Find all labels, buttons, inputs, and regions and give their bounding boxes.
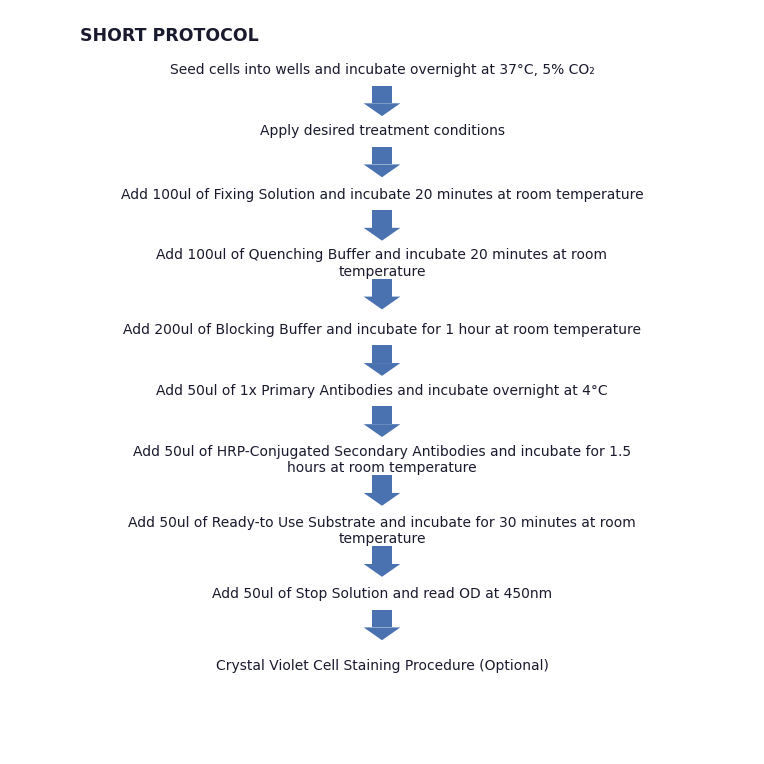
Polygon shape: [364, 296, 400, 309]
Polygon shape: [364, 103, 400, 116]
Text: Add 100ul of Fixing Solution and incubate 20 minutes at room temperature: Add 100ul of Fixing Solution and incubat…: [121, 188, 643, 202]
FancyBboxPatch shape: [372, 406, 392, 424]
FancyBboxPatch shape: [372, 475, 392, 493]
FancyBboxPatch shape: [372, 86, 392, 103]
Polygon shape: [364, 493, 400, 506]
Polygon shape: [364, 164, 400, 177]
Text: Add 100ul of Quenching Buffer and incubate 20 minutes at room
temperature: Add 100ul of Quenching Buffer and incuba…: [157, 248, 607, 279]
Polygon shape: [364, 627, 400, 640]
FancyBboxPatch shape: [372, 147, 392, 164]
Text: Add 50ul of Stop Solution and read OD at 450nm: Add 50ul of Stop Solution and read OD at…: [212, 588, 552, 601]
Text: Add 200ul of Blocking Buffer and incubate for 1 hour at room temperature: Add 200ul of Blocking Buffer and incubat…: [123, 323, 641, 337]
FancyBboxPatch shape: [372, 345, 392, 363]
FancyBboxPatch shape: [372, 546, 392, 564]
Text: Add 50ul of HRP-Conjugated Secondary Antibodies and incubate for 1.5
hours at ro: Add 50ul of HRP-Conjugated Secondary Ant…: [133, 445, 631, 475]
FancyBboxPatch shape: [372, 610, 392, 627]
Text: Apply desired treatment conditions: Apply desired treatment conditions: [260, 125, 504, 138]
FancyBboxPatch shape: [372, 210, 392, 228]
Text: Add 50ul of 1x Primary Antibodies and incubate overnight at 4°C: Add 50ul of 1x Primary Antibodies and in…: [156, 384, 608, 398]
Text: Crystal Violet Cell Staining Procedure (Optional): Crystal Violet Cell Staining Procedure (…: [215, 659, 549, 673]
Text: Seed cells into wells and incubate overnight at 37°C, 5% CO₂: Seed cells into wells and incubate overn…: [170, 63, 594, 77]
Polygon shape: [364, 564, 400, 577]
FancyBboxPatch shape: [372, 279, 392, 296]
Polygon shape: [364, 424, 400, 437]
Text: SHORT PROTOCOL: SHORT PROTOCOL: [80, 27, 259, 45]
Polygon shape: [364, 228, 400, 241]
Polygon shape: [364, 363, 400, 376]
Text: Add 50ul of Ready-to Use Substrate and incubate for 30 minutes at room
temperatu: Add 50ul of Ready-to Use Substrate and i…: [128, 516, 636, 546]
